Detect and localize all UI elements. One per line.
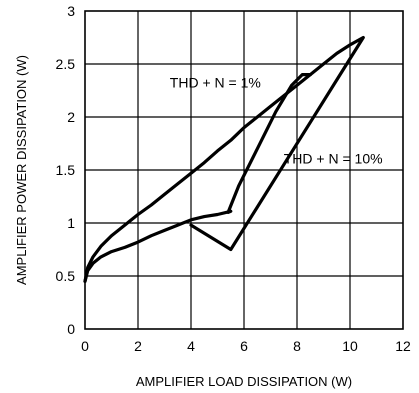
y-tick-label-2: 1 xyxy=(67,215,75,231)
x-tick-label-6: 12 xyxy=(395,338,411,354)
x-tick-labels: 0 2 4 6 8 10 12 xyxy=(81,338,411,354)
y-tick-label-4: 2 xyxy=(67,109,75,125)
y-tick-labels: 0 0.5 1 1.5 2 2.5 3 xyxy=(56,3,76,337)
y-tick-label-5: 2.5 xyxy=(56,56,76,72)
x-tick-label-4: 8 xyxy=(293,338,301,354)
y-axis-title: AMPLIFIER POWER DISSIPATION (W) xyxy=(14,55,29,285)
x-axis-title: AMPLIFIER LOAD DISSIPATION (W) xyxy=(136,374,352,389)
y-tick-label-6: 3 xyxy=(67,3,75,19)
series-line-0 xyxy=(83,72,312,283)
annotation-thd-10pct: THD + N = 10% xyxy=(284,151,383,167)
x-tick-label-2: 4 xyxy=(187,338,195,354)
annotation-thd-1pct: THD + N = 1% xyxy=(170,74,261,90)
x-tick-label-0: 0 xyxy=(81,338,89,354)
y-tick-label-1: 0.5 xyxy=(56,268,76,284)
x-tick-label-1: 2 xyxy=(134,338,142,354)
plot-frame xyxy=(84,10,404,330)
x-tick-label-3: 6 xyxy=(240,338,248,354)
series-line-1 xyxy=(83,35,365,283)
series-layer xyxy=(83,35,365,283)
y-tick-label-0: 0 xyxy=(67,321,75,337)
y-tick-label-3: 1.5 xyxy=(56,162,76,178)
grid xyxy=(85,11,403,329)
x-tick-label-5: 10 xyxy=(342,338,358,354)
